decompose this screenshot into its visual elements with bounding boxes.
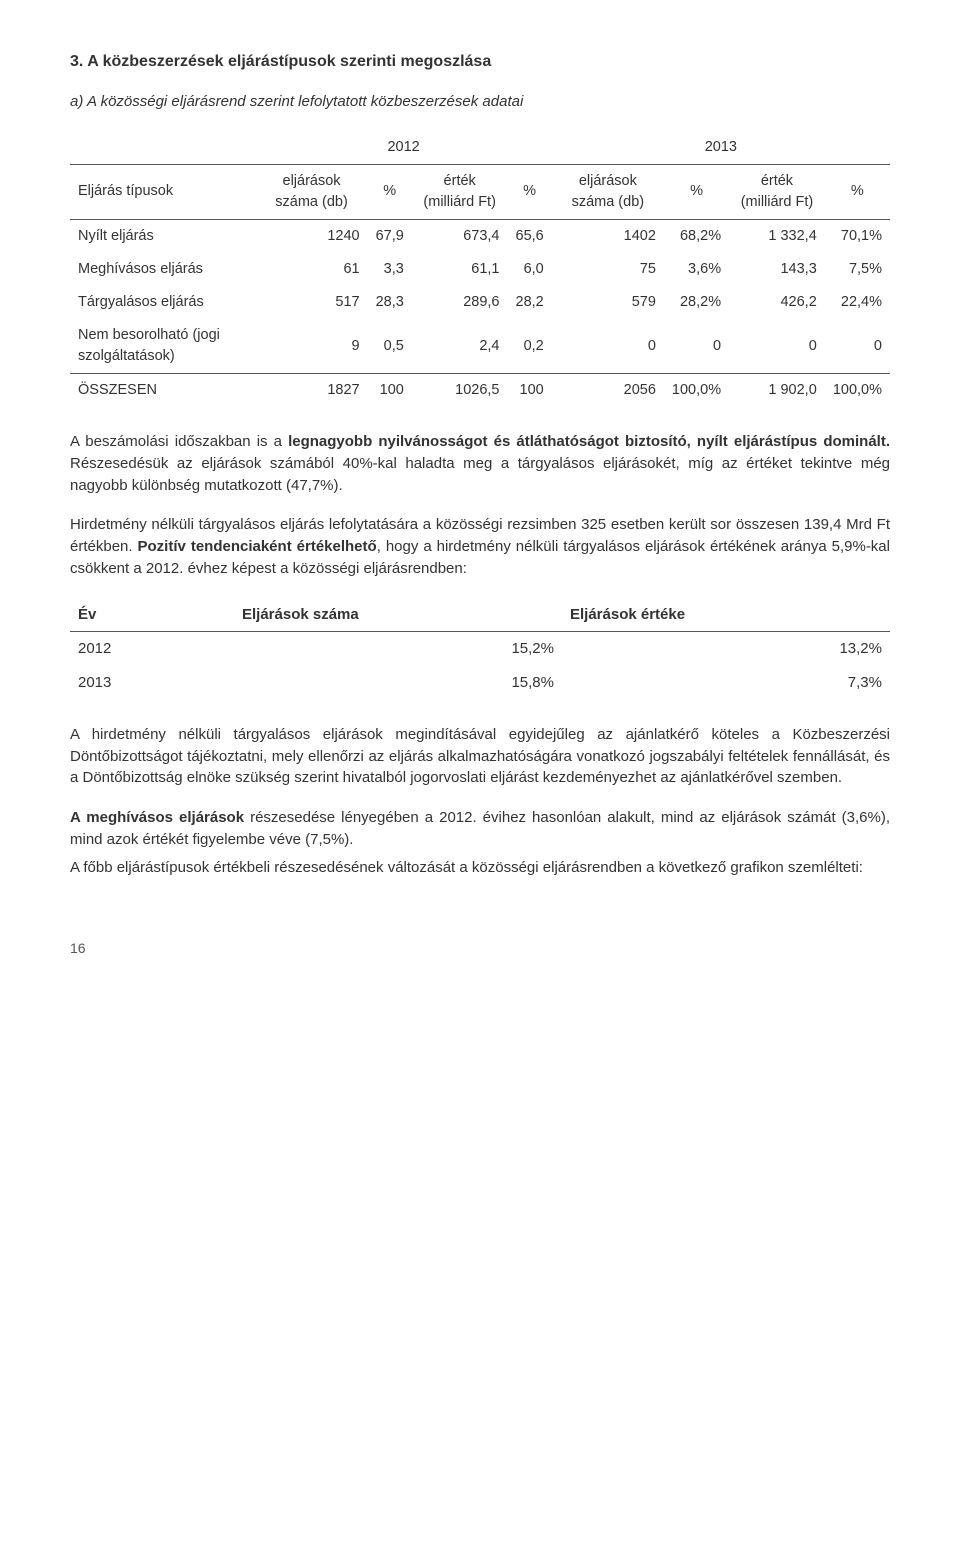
table-row: 2013 15,8% 7,3% (70, 666, 890, 700)
cell: 0 (825, 319, 890, 374)
table-body: Nyílt eljárás 1240 67,9 673,4 65,6 1402 … (70, 219, 890, 407)
cell: 1402 (552, 219, 664, 253)
section-title: 3. A közbeszerzések eljárástípusok szeri… (70, 50, 890, 73)
table-row: Meghívásos eljárás 61 3,3 61,1 6,0 75 3,… (70, 253, 890, 286)
para1-before: A beszámolási időszakban is a (70, 433, 288, 450)
cell: 70,1% (825, 219, 890, 253)
paragraph-1: A beszámolási időszakban is a legnagyobb… (70, 431, 890, 496)
cell: 1 902,0 (729, 374, 825, 408)
cell: 289,6 (412, 286, 508, 319)
cell: 3,3 (368, 253, 412, 286)
cell: 7,3% (562, 666, 890, 700)
year-comparison-table: Év Eljárások száma Eljárások értéke 2012… (70, 598, 890, 700)
cell: 28,3 (368, 286, 412, 319)
col-header: % (368, 164, 412, 219)
cell: 68,2% (664, 219, 729, 253)
cell: 65,6 (508, 219, 552, 253)
cell: 3,6% (664, 253, 729, 286)
t2-header: Év (70, 598, 234, 632)
col-header: % (664, 164, 729, 219)
cell: 100 (368, 374, 412, 408)
col-header: % (508, 164, 552, 219)
cell: 673,4 (412, 219, 508, 253)
row-label: Nem besorolható (jogi szolgáltatások) (70, 319, 255, 374)
paragraph-4: A meghívásos eljárások részesedése lénye… (70, 807, 890, 851)
cell: 100,0% (825, 374, 890, 408)
cell: 2012 (70, 632, 234, 666)
row-header-blank (70, 131, 255, 165)
cell: 0 (729, 319, 825, 374)
table-total-row: ÖSSZESEN 1827 100 1026,5 100 2056 100,0%… (70, 374, 890, 408)
year-2013: 2013 (552, 131, 890, 165)
cell: 1 332,4 (729, 219, 825, 253)
paragraph-2: Hirdetmény nélküli tárgyalásos eljárás l… (70, 514, 890, 579)
cell: 579 (552, 286, 664, 319)
row-label: Tárgyalásos eljárás (70, 286, 255, 319)
cell: 0,5 (368, 319, 412, 374)
col-header: eljárások száma (db) (552, 164, 664, 219)
cell: 28,2 (508, 286, 552, 319)
cell: 2013 (70, 666, 234, 700)
t2-header: Eljárások értéke (562, 598, 890, 632)
year-2012: 2012 (255, 131, 551, 165)
table-row: 2012 15,2% 13,2% (70, 632, 890, 666)
cell: 100 (508, 374, 552, 408)
cell: 13,2% (562, 632, 890, 666)
cell: 2056 (552, 374, 664, 408)
cell: 1240 (255, 219, 367, 253)
cell: 15,2% (234, 632, 562, 666)
row-label: Meghívásos eljárás (70, 253, 255, 286)
row-label: Nyílt eljárás (70, 219, 255, 253)
para2-bold: Pozitív tendenciaként értékelhető (138, 538, 377, 555)
procedures-table: 2012 2013 Eljárás típusok eljárások szám… (70, 131, 890, 407)
col-header: érték (milliárd Ft) (729, 164, 825, 219)
cell: 517 (255, 286, 367, 319)
col-header: % (825, 164, 890, 219)
para1-bold: legnagyobb nyilvánosságot és átláthatósá… (288, 433, 890, 450)
cell: 61 (255, 253, 367, 286)
t2-header: Eljárások száma (234, 598, 562, 632)
table-row: Nyílt eljárás 1240 67,9 673,4 65,6 1402 … (70, 219, 890, 253)
paragraph-3: A hirdetmény nélküli tárgyalásos eljárás… (70, 724, 890, 789)
row-header-label: Eljárás típusok (70, 164, 255, 219)
cell: 143,3 (729, 253, 825, 286)
cell: 75 (552, 253, 664, 286)
cell: 0,2 (508, 319, 552, 374)
cell: 426,2 (729, 286, 825, 319)
total-label: ÖSSZESEN (70, 374, 255, 408)
para4-bold: A meghívásos eljárások (70, 809, 244, 826)
paragraph-5: A főbb eljárástípusok értékbeli részesed… (70, 857, 890, 879)
cell: 1827 (255, 374, 367, 408)
cell: 9 (255, 319, 367, 374)
cell: 28,2% (664, 286, 729, 319)
para1-after: Részesedésük az eljárások számából 40%-k… (70, 455, 890, 494)
table-row: Nem besorolható (jogi szolgáltatások) 9 … (70, 319, 890, 374)
cell: 1026,5 (412, 374, 508, 408)
page-number: 16 (70, 938, 890, 958)
table-row: Tárgyalásos eljárás 517 28,3 289,6 28,2 … (70, 286, 890, 319)
cell: 100,0% (664, 374, 729, 408)
cell: 22,4% (825, 286, 890, 319)
cell: 61,1 (412, 253, 508, 286)
col-header: eljárások száma (db) (255, 164, 367, 219)
cell: 7,5% (825, 253, 890, 286)
col-header: érték (milliárd Ft) (412, 164, 508, 219)
cell: 0 (664, 319, 729, 374)
cell: 67,9 (368, 219, 412, 253)
cell: 2,4 (412, 319, 508, 374)
cell: 0 (552, 319, 664, 374)
cell: 6,0 (508, 253, 552, 286)
cell: 15,8% (234, 666, 562, 700)
section-subtitle: a) A közösségi eljárásrend szerint lefol… (70, 91, 890, 113)
